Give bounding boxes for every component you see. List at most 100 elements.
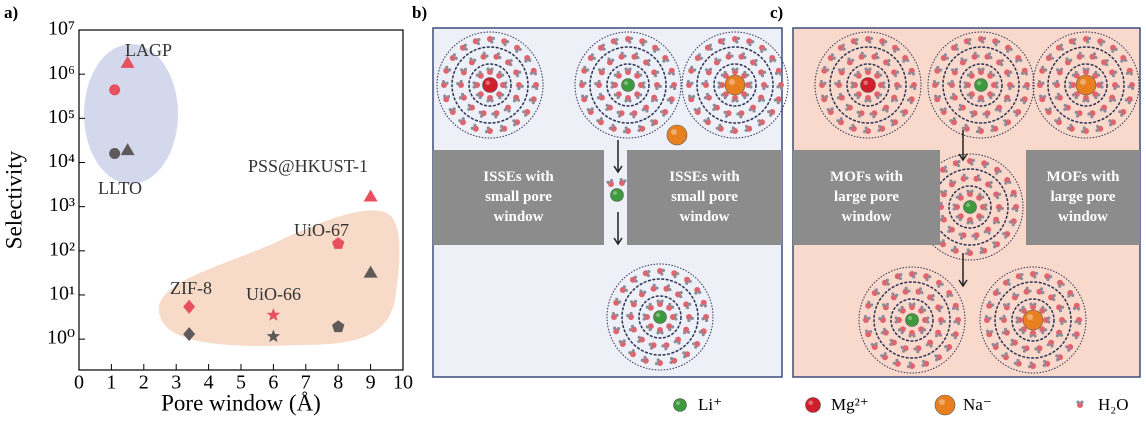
water-h xyxy=(938,333,943,337)
water-o xyxy=(1020,307,1027,314)
water-h xyxy=(642,317,646,321)
water-h xyxy=(467,107,471,111)
water-h xyxy=(778,72,782,76)
water-o xyxy=(1004,231,1011,238)
y-tick-label: 10⁴ xyxy=(48,150,75,172)
water-h xyxy=(1008,180,1012,185)
water-h xyxy=(892,361,896,365)
water-h xyxy=(1037,350,1041,354)
water-h xyxy=(763,70,767,74)
water-h xyxy=(943,107,947,111)
water-h xyxy=(1118,110,1122,114)
water-o xyxy=(902,109,909,116)
water-h xyxy=(911,72,915,76)
water-h xyxy=(531,101,535,105)
water-h xyxy=(743,56,747,60)
water-h xyxy=(898,84,902,88)
water-h xyxy=(978,218,982,222)
water-h xyxy=(1058,284,1062,288)
water-o xyxy=(1039,326,1046,333)
panel-label: a) xyxy=(4,3,18,22)
water-h xyxy=(921,363,925,367)
water-h xyxy=(601,43,606,47)
water-h xyxy=(624,67,628,71)
water-o xyxy=(891,69,898,76)
water-h xyxy=(1006,74,1011,78)
water-h xyxy=(704,68,709,72)
water-h xyxy=(867,316,871,320)
water-h xyxy=(880,331,884,335)
water-h xyxy=(1120,59,1124,63)
water-h xyxy=(1003,99,1008,103)
water-h xyxy=(1016,293,1020,297)
water-h xyxy=(996,220,1001,224)
water-h xyxy=(950,293,954,298)
water-o xyxy=(1120,109,1127,116)
water-h xyxy=(602,47,606,51)
water-o xyxy=(694,54,701,61)
water-h xyxy=(1082,67,1086,71)
water-h xyxy=(499,124,504,129)
water-o xyxy=(700,328,707,335)
water-h xyxy=(837,79,841,84)
water-o xyxy=(480,53,487,60)
water-h xyxy=(637,339,641,343)
water-h xyxy=(834,82,838,86)
water-h xyxy=(1028,289,1032,293)
water-h xyxy=(714,57,718,61)
water-o xyxy=(704,119,711,126)
water-h xyxy=(512,99,517,103)
water-h xyxy=(634,52,639,56)
water-o xyxy=(769,109,776,116)
water-h xyxy=(988,316,992,320)
marker xyxy=(363,189,378,202)
water-h xyxy=(989,56,993,60)
water-h xyxy=(1015,316,1019,320)
water-o xyxy=(1001,317,1007,323)
ion xyxy=(621,78,635,92)
water-h xyxy=(491,112,495,116)
water-h xyxy=(712,103,716,108)
water-h xyxy=(1071,73,1075,77)
water-h xyxy=(995,288,999,292)
water-h xyxy=(623,54,627,58)
water-h xyxy=(920,331,924,335)
water-h xyxy=(660,299,664,303)
water-h xyxy=(1047,320,1051,324)
water-h xyxy=(880,354,884,358)
water-o xyxy=(477,72,484,79)
ion-shine xyxy=(977,81,981,86)
water-h xyxy=(704,318,709,323)
water-h xyxy=(518,70,522,74)
water-o xyxy=(838,94,845,101)
water-o xyxy=(493,110,500,117)
water-h xyxy=(524,113,528,117)
water-h xyxy=(939,321,943,326)
ion xyxy=(610,188,624,202)
water-h xyxy=(887,62,891,67)
y-tick-label: 10⁰ xyxy=(47,327,75,349)
water-h xyxy=(763,47,767,51)
water-h xyxy=(1057,117,1061,121)
water-h xyxy=(974,237,978,241)
ion xyxy=(1075,74,1097,96)
ion-shine xyxy=(966,203,970,207)
water-h xyxy=(645,325,649,329)
water-o xyxy=(514,44,521,51)
water-o xyxy=(850,125,857,132)
water-h xyxy=(1037,79,1042,84)
water-h xyxy=(486,126,490,130)
water-o xyxy=(882,329,889,336)
water-h xyxy=(669,356,674,361)
water-h xyxy=(953,245,957,249)
water-h xyxy=(1061,305,1065,309)
water-h xyxy=(830,107,834,111)
water-h xyxy=(944,345,948,349)
water-h xyxy=(524,59,528,63)
water-h xyxy=(611,123,615,127)
water-h xyxy=(749,85,753,89)
water-h xyxy=(1004,235,1008,239)
water-h xyxy=(1127,85,1131,89)
water-h xyxy=(717,85,721,89)
water-h xyxy=(628,67,632,71)
